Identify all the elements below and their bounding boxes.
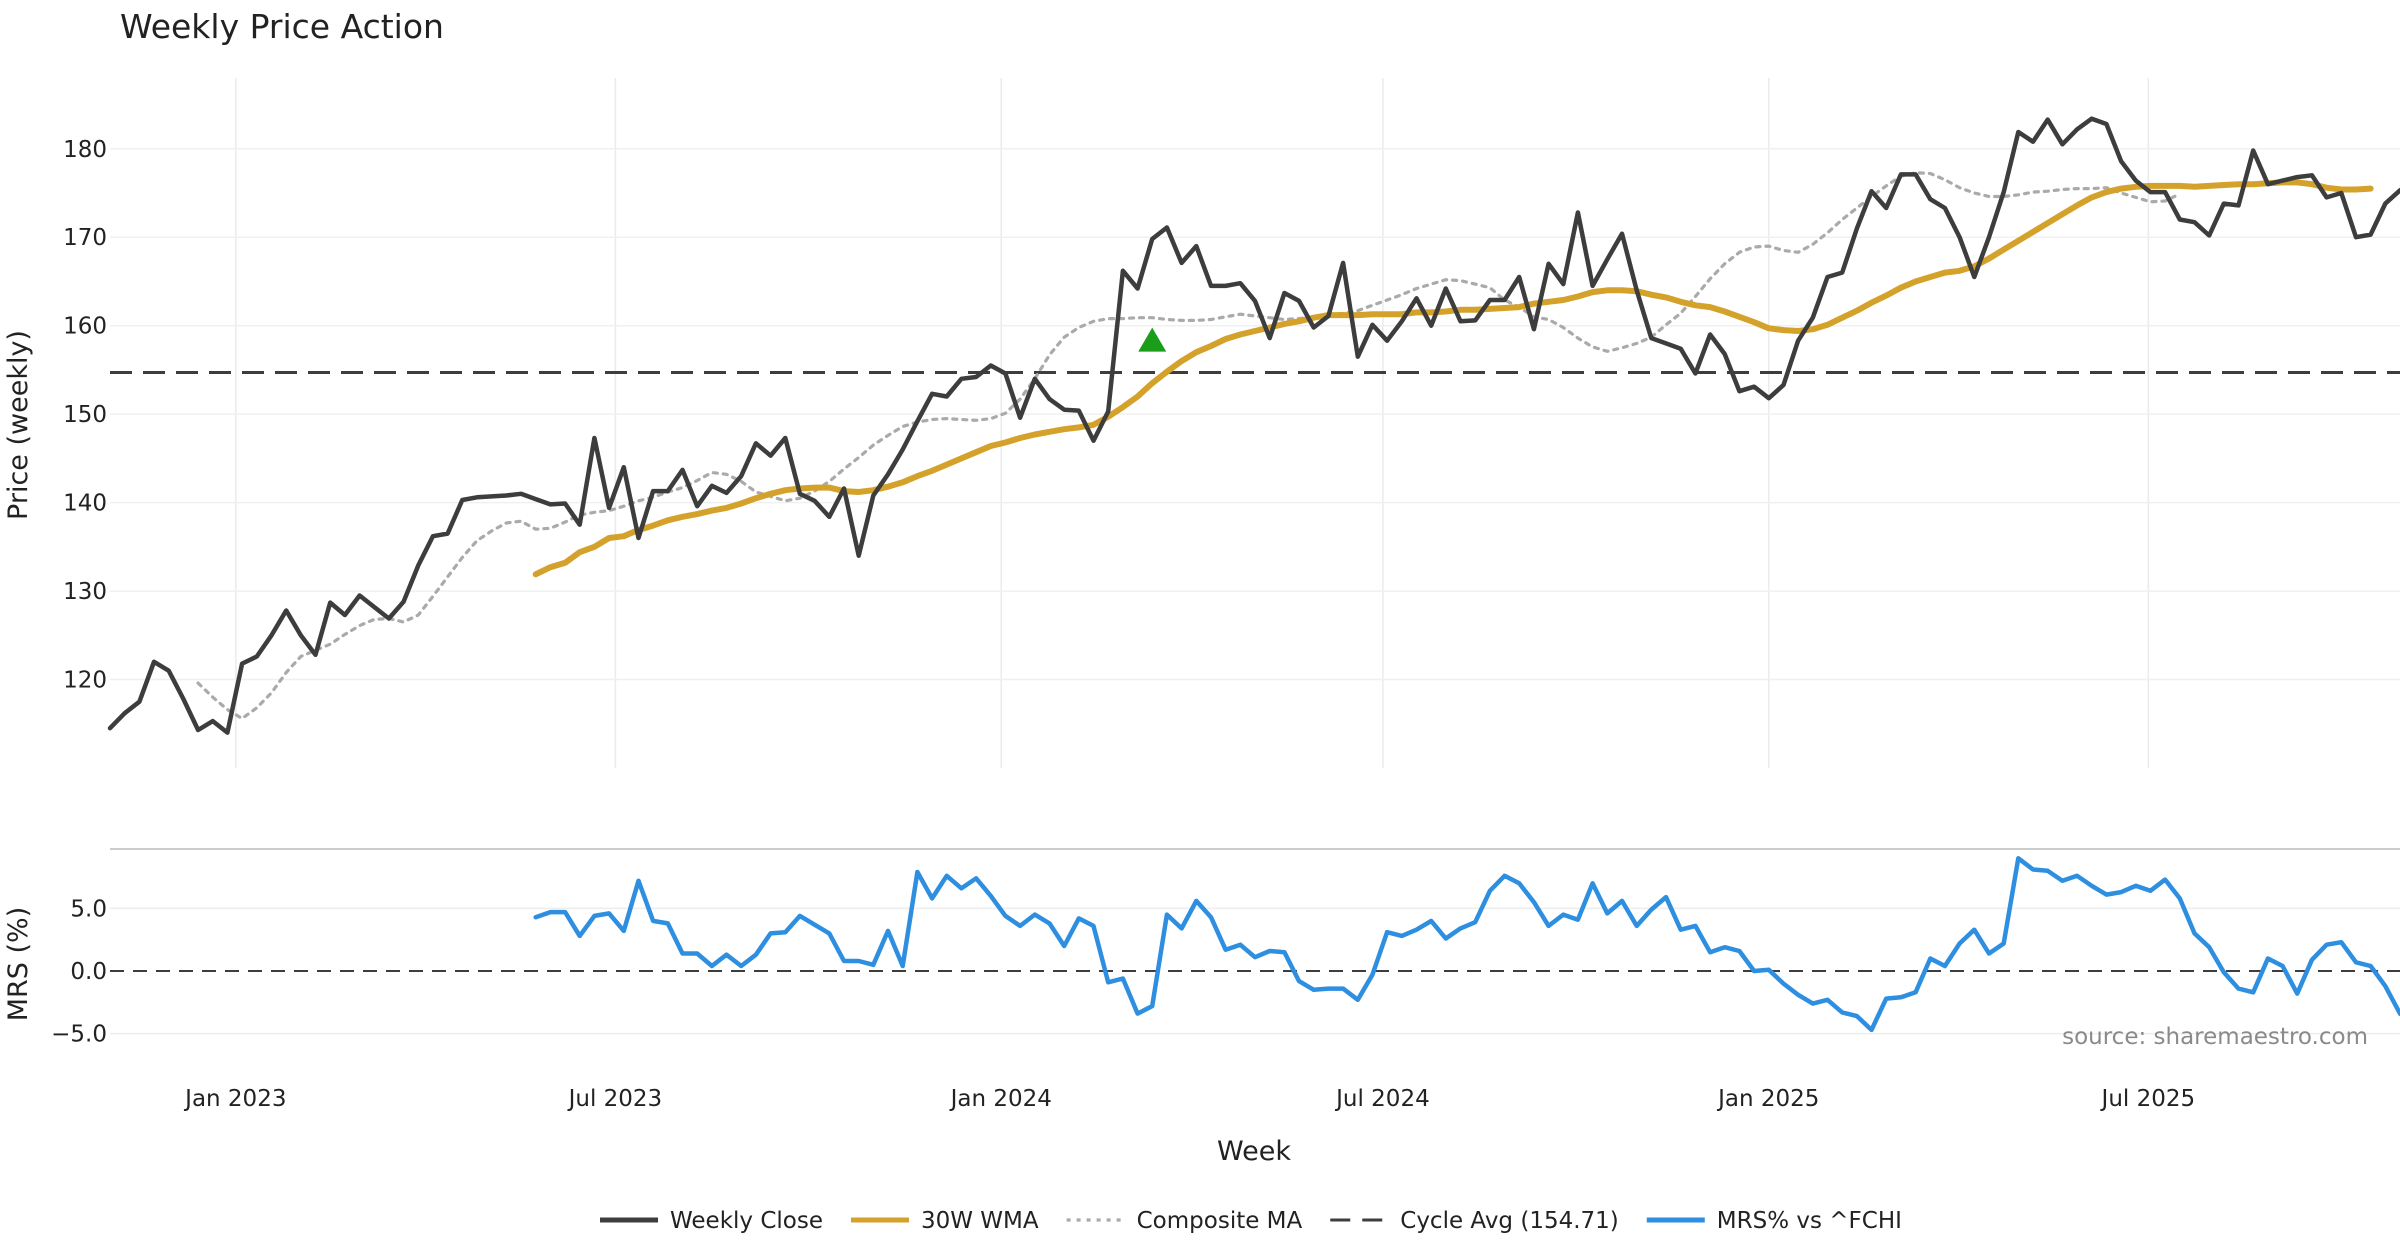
price-y-tick-label: 180 [63,137,107,163]
legend-item-30w-wma: 30W WMA [850,1208,1039,1234]
price-panel: 120 130 140 150 160 170 180 Price (weekly) [3,78,2400,768]
chart-title: Weekly Price Action [120,7,444,46]
price-y-tick-label: 160 [63,314,107,340]
price-y-tick-label: 170 [63,225,107,251]
price-30w-wma-line [532,179,2374,578]
legend-item-composite-ma: Composite MA [1066,1208,1303,1234]
price-y-tick-label: 120 [63,668,107,694]
legend: Weekly Close 30W WMA Composite MA Cycle Avg… [600,1208,1902,1234]
mrs-y-tick-label: 5.0 [70,896,107,922]
mrs-mrs-vs-fchi-line [533,856,2400,1033]
source-note: source: sharemaestro.com [2062,1024,2368,1050]
legend-label: Composite MA [1137,1208,1303,1234]
price-y-axis-label: Price (weekly) [3,330,34,520]
price-y-tick-label: 130 [63,579,107,605]
price-y-tick-label: 140 [63,491,107,517]
price-weekly-close-line [107,116,2400,735]
buy-signal-marker [1138,327,1167,352]
legend-item-cycle-avg-154-71: Cycle Avg (154.71) [1330,1208,1619,1234]
legend-item-weekly-close: Weekly Close [600,1208,823,1234]
legend-item-mrs-vs-fchi: MRS% vs ^FCHI [1646,1208,1902,1234]
legend-label: Cycle Avg (154.71) [1400,1208,1619,1234]
mrs-y-tick-label: 0.0 [70,959,107,985]
legend-label: MRS% vs ^FCHI [1717,1208,1902,1234]
x-axis-label: Week [1217,1136,1291,1167]
x-tick-label: Jan 2025 [1716,1086,1819,1112]
mrs-series [533,856,2400,1033]
price-y-tick-label: 150 [63,402,107,428]
mrs-y-axis-label: MRS (%) [3,907,34,1022]
x-tick-label: Jul 2024 [1334,1086,1430,1112]
mrs-grid [110,907,2400,1035]
x-tick-label: Jul 2023 [567,1086,663,1112]
price-y-ticks: 120 130 140 150 160 170 180 [63,137,107,694]
price-grid [110,78,2400,768]
x-tick-label: Jul 2025 [2100,1086,2196,1112]
price-series [107,116,2400,735]
price-composite-ma-line [196,171,2182,721]
mrs-y-ticks: −5.0 0.0 5.0 [51,896,107,1047]
x-tick-label: Jan 2023 [183,1086,286,1112]
mrs-panel: −5.0 0.0 5.0 MRS (%) source: sharemaestro.… [3,856,2400,1050]
x-tick-label: Jan 2024 [949,1086,1052,1112]
legend-label: 30W WMA [921,1208,1039,1234]
legend-label: Weekly Close [670,1208,823,1234]
mrs-y-tick-label: −5.0 [51,1022,107,1048]
x-axis-ticks: Jan 2023 Jul 2023 Jan 2024 Jul 2024 Jan 2025… [183,1086,2195,1112]
